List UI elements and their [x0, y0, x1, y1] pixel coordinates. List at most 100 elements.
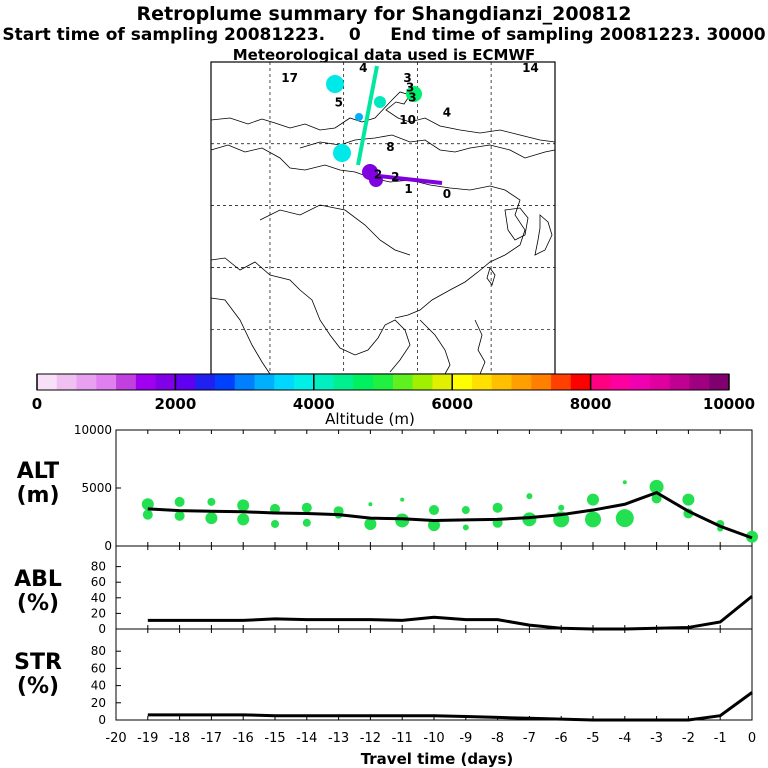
- trajectory-day-label: 3: [406, 81, 414, 95]
- coast-india: [210, 297, 271, 375]
- colorbar-swatch: [689, 374, 710, 390]
- plume-segment-main: [356, 65, 379, 166]
- y-tick-label: 80: [91, 644, 106, 658]
- plume-blob: [406, 86, 422, 102]
- colorbar-swatch: [511, 374, 532, 390]
- trajectory-day-label: 2: [374, 167, 382, 181]
- colorbar-swatch: [649, 374, 671, 390]
- series-line-alt: [147, 490, 753, 540]
- cluster-point: [237, 499, 250, 512]
- coastlines: [210, 91, 556, 375]
- panel-label-alt: ALT: [17, 459, 59, 484]
- cluster-point: [615, 509, 634, 528]
- colorbar-swatch: [353, 374, 374, 390]
- colorbar-swatch: [412, 374, 433, 390]
- colorbar-swatch: [234, 374, 255, 390]
- panel-unit-alt: (m): [16, 483, 59, 508]
- coast-indochina: [419, 319, 451, 375]
- coast-philippines: [474, 319, 486, 375]
- y-tick-label: 40: [91, 591, 106, 605]
- cluster-point: [368, 502, 373, 507]
- coast-korea: [504, 207, 529, 241]
- y-tick-label: 0: [98, 622, 106, 636]
- cluster-point: [141, 498, 154, 511]
- coast-taiwan: [486, 267, 496, 286]
- trajectory-day-label: 3: [408, 91, 416, 105]
- plume-segment-near: [369, 173, 443, 185]
- colorbar-swatch: [135, 374, 157, 390]
- coast-south-asia: [210, 257, 411, 373]
- plume-blob: [374, 96, 386, 108]
- y-tick-label: 0: [98, 713, 106, 727]
- x-tick-label: -3: [650, 731, 663, 746]
- trajectory-day-label: 8: [386, 140, 394, 154]
- colorbar-tick-label: 10000: [703, 395, 755, 413]
- trajectory-day-label: 17: [281, 71, 298, 85]
- cluster-point: [682, 493, 695, 506]
- cluster-point: [174, 510, 185, 521]
- colorbar-swatch: [175, 374, 196, 390]
- y-tick-label: 80: [91, 560, 106, 574]
- y-tick-label: 0: [104, 539, 112, 553]
- panel-alt: 10000 5000 0 ALT(m): [16, 423, 758, 553]
- colorbar-swatch: [333, 374, 354, 390]
- x-tick-label: -19: [137, 731, 158, 746]
- x-tick-label: -16: [233, 731, 254, 746]
- trajectory-day-label: 4: [443, 105, 451, 119]
- colorbar-swatch: [392, 374, 414, 390]
- colorbar-tick-label: 6000: [431, 395, 473, 413]
- colorbar-swatch: [669, 374, 690, 390]
- colorbar-swatch: [254, 374, 275, 390]
- x-tick-label: -18: [169, 731, 190, 746]
- altitude-colorbar: 0 2000 4000 6000 8000 10000: [32, 373, 755, 413]
- colorbar-label: Altitude (m): [325, 410, 415, 428]
- y-tick-label: 60: [91, 661, 106, 675]
- colorbar-swatch: [610, 374, 631, 390]
- trajectory-day-label: 1: [404, 182, 412, 196]
- cluster-point: [174, 496, 185, 507]
- coast-japan: [534, 214, 553, 256]
- colorbar-tick-label: 0: [32, 395, 42, 413]
- x-tick-label: -6: [555, 731, 568, 746]
- x-axis-label: Travel time (days): [361, 750, 514, 768]
- x-tick-label: -11: [392, 731, 413, 746]
- colorbar-swatch: [551, 374, 572, 390]
- coast-china: [210, 144, 526, 319]
- colorbar-swatch: [37, 374, 58, 390]
- cluster-point: [558, 504, 565, 511]
- cluster-point: [428, 519, 440, 532]
- x-tick-label: -15: [264, 731, 285, 746]
- plume-blob: [369, 173, 383, 187]
- colorbar-swatch: [373, 374, 394, 390]
- y-tick-label: 20: [91, 696, 106, 710]
- trajectory-day-label: 2: [391, 170, 399, 184]
- colorbar-swatch: [432, 374, 453, 390]
- y-tick-label: 5000: [81, 481, 112, 495]
- trajectory-day-label: 4: [359, 61, 367, 75]
- colorbar-tick-label: 2000: [155, 395, 197, 413]
- cluster-point: [651, 493, 662, 504]
- cluster-point: [301, 502, 312, 513]
- series-line-str: [147, 691, 753, 722]
- x-tick-label: -4: [618, 731, 631, 746]
- chart-title: Retroplume summary for Shangdianzi_20081…: [136, 3, 632, 25]
- x-tick-label: -8: [491, 731, 504, 746]
- y-tick-label: 20: [91, 606, 106, 620]
- cluster-point: [207, 497, 216, 506]
- panel-label-abl: ABL: [14, 567, 62, 592]
- cluster-point: [649, 479, 664, 494]
- x-tick-label: -1: [714, 731, 727, 746]
- colorbar-tick-label: 4000: [293, 395, 335, 413]
- cluster-point: [205, 512, 218, 525]
- cluster-point: [302, 518, 311, 527]
- x-tick-label: -20: [105, 731, 126, 746]
- cluster-point: [526, 493, 533, 500]
- colorbar-swatch: [471, 374, 493, 390]
- x-tick-label: 0: [748, 731, 756, 746]
- coast-north: [210, 91, 556, 143]
- colorbar-swatch: [76, 374, 97, 390]
- x-tick-label: -5: [587, 731, 600, 746]
- cluster-point: [462, 524, 469, 531]
